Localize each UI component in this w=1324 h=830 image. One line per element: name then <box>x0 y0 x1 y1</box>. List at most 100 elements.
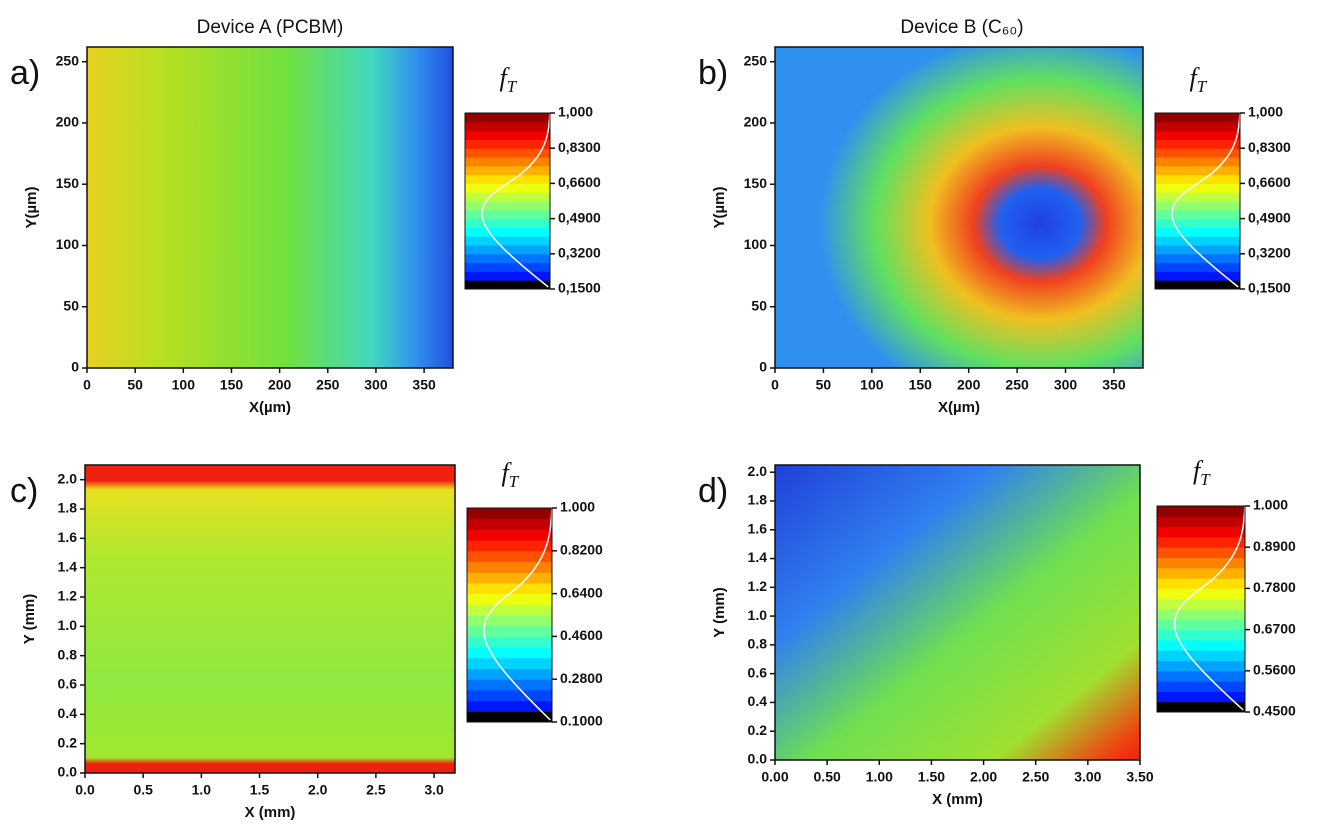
colorbar-band <box>467 550 552 562</box>
colorbar-band <box>1157 619 1245 631</box>
x-tick-label: 300 <box>364 377 388 393</box>
colorbar-band <box>1157 506 1245 517</box>
x-axis-label: X (mm) <box>932 791 983 808</box>
y-tick-label: 0.8 <box>748 636 768 652</box>
x-tick-label: 0.50 <box>814 769 841 785</box>
y-axis-label: Y(µm) <box>23 187 40 229</box>
colorbar-band <box>1155 201 1240 211</box>
colorbar-band <box>1155 218 1240 228</box>
y-tick-label: 0.6 <box>748 664 768 680</box>
colorbar-band <box>465 280 550 290</box>
colorbar-band <box>467 540 552 552</box>
colorbar-tick-label: 0.6400 <box>560 584 603 600</box>
x-tick-label: 350 <box>412 377 436 393</box>
y-tick-label: 1.8 <box>58 500 78 516</box>
heatmap-image <box>775 47 1143 368</box>
x-tick-label: 150 <box>220 377 244 393</box>
colorbar-label-main: f <box>1193 456 1204 485</box>
colorbar-band <box>467 689 552 702</box>
colorbar-band <box>1155 130 1240 140</box>
colorbar-band <box>1157 536 1245 548</box>
heatmap-image <box>775 465 1140 760</box>
colorbar-band <box>465 139 550 149</box>
x-tick-label: 50 <box>816 377 832 393</box>
colorbar-band <box>1155 271 1240 281</box>
colorbar-tick-label: 0.5600 <box>1253 662 1296 678</box>
colorbar-band <box>465 174 550 184</box>
colorbar-band <box>1155 236 1240 246</box>
colorbar-band <box>1155 280 1240 290</box>
colorbar-band <box>465 192 550 202</box>
x-axis-label: X(µm) <box>249 399 291 416</box>
y-tick-label: 0.8 <box>58 646 78 662</box>
colorbar-label: fT <box>500 63 518 96</box>
colorbar-label: fT <box>1190 63 1208 96</box>
distribution-curve <box>483 507 553 721</box>
colorbar-band <box>1157 526 1245 538</box>
colorbar-band <box>465 157 550 167</box>
x-tick-label: 350 <box>1102 377 1126 393</box>
colorbar-band <box>1157 639 1245 651</box>
y-tick-label: 1.2 <box>58 588 78 604</box>
plot-frame <box>86 46 454 369</box>
y-tick-label: 100 <box>56 236 80 252</box>
y-tick-label: 2.0 <box>748 463 768 479</box>
x-tick-label: 200 <box>957 377 981 393</box>
colorbar-band <box>1157 547 1245 558</box>
colorbar-tick-label: 0.2800 <box>560 670 603 686</box>
colorbar-band <box>465 253 550 264</box>
y-axis-label: Y (mm) <box>21 594 38 645</box>
colorbar-band <box>1155 148 1240 158</box>
distribution-curve <box>1174 505 1246 711</box>
x-tick-label: 2.50 <box>1022 769 1049 785</box>
colorbar-band <box>1157 629 1245 641</box>
y-tick-label: 1.0 <box>58 617 78 633</box>
colorbar-band <box>467 647 552 659</box>
colorbar-band <box>467 529 552 541</box>
x-tick-label: 1.0 <box>192 782 212 798</box>
colorbar-band <box>465 201 550 211</box>
colorbar-band <box>465 209 550 220</box>
colorbar-band <box>465 262 550 272</box>
colorbar-tick-label: 0.8900 <box>1253 538 1296 554</box>
colorbar-tick-label: 0.8200 <box>560 542 603 558</box>
heatmap-image <box>85 465 455 773</box>
colorbar-band <box>1157 588 1245 600</box>
colorbar-tick-label: 0.4500 <box>1253 703 1296 719</box>
y-tick-label: 1.6 <box>58 529 78 545</box>
colorbar-tick-label: 1.000 <box>560 499 595 515</box>
colorbar-label: fT <box>1193 456 1211 489</box>
y-tick-label: 1.4 <box>748 549 768 565</box>
colorbar-tick-label: 1,000 <box>558 104 593 120</box>
x-tick-label: 100 <box>172 377 196 393</box>
colorbar-frame <box>1156 505 1246 713</box>
colorbar-label-sub: T <box>507 77 518 96</box>
y-tick-label: 150 <box>56 175 80 191</box>
x-tick-label: 2.0 <box>308 782 328 798</box>
x-tick-label: 1.5 <box>250 782 270 798</box>
y-tick-label: 0.6 <box>58 676 78 692</box>
x-tick-label: 300 <box>1054 377 1078 393</box>
y-tick-label: 0.2 <box>748 722 768 738</box>
colorbar-band <box>1157 578 1245 589</box>
x-tick-label: 3.00 <box>1074 769 1101 785</box>
colorbar-tick-label: 0,1500 <box>1248 280 1291 296</box>
panel-title: Device B (C₆₀) <box>900 17 1023 38</box>
y-tick-label: 1.8 <box>748 492 768 508</box>
colorbar-band <box>465 165 550 176</box>
colorbar-band <box>1157 660 1245 672</box>
colorbar-band <box>1157 701 1245 713</box>
colorbar-label-main: f <box>1190 63 1201 92</box>
colorbar-band <box>467 518 552 530</box>
x-tick-label: 3.0 <box>424 782 444 798</box>
colorbar-band <box>1155 262 1240 272</box>
plot-frame <box>774 464 1141 761</box>
y-tick-label: 1.6 <box>748 520 768 536</box>
colorbar-tick-label: 0.6700 <box>1253 620 1296 636</box>
x-tick-label: 2.00 <box>970 769 997 785</box>
colorbar-band <box>467 679 552 691</box>
y-tick-label: 2.0 <box>58 470 78 486</box>
x-tick-label: 1.00 <box>866 769 893 785</box>
y-tick-label: 200 <box>56 114 80 130</box>
